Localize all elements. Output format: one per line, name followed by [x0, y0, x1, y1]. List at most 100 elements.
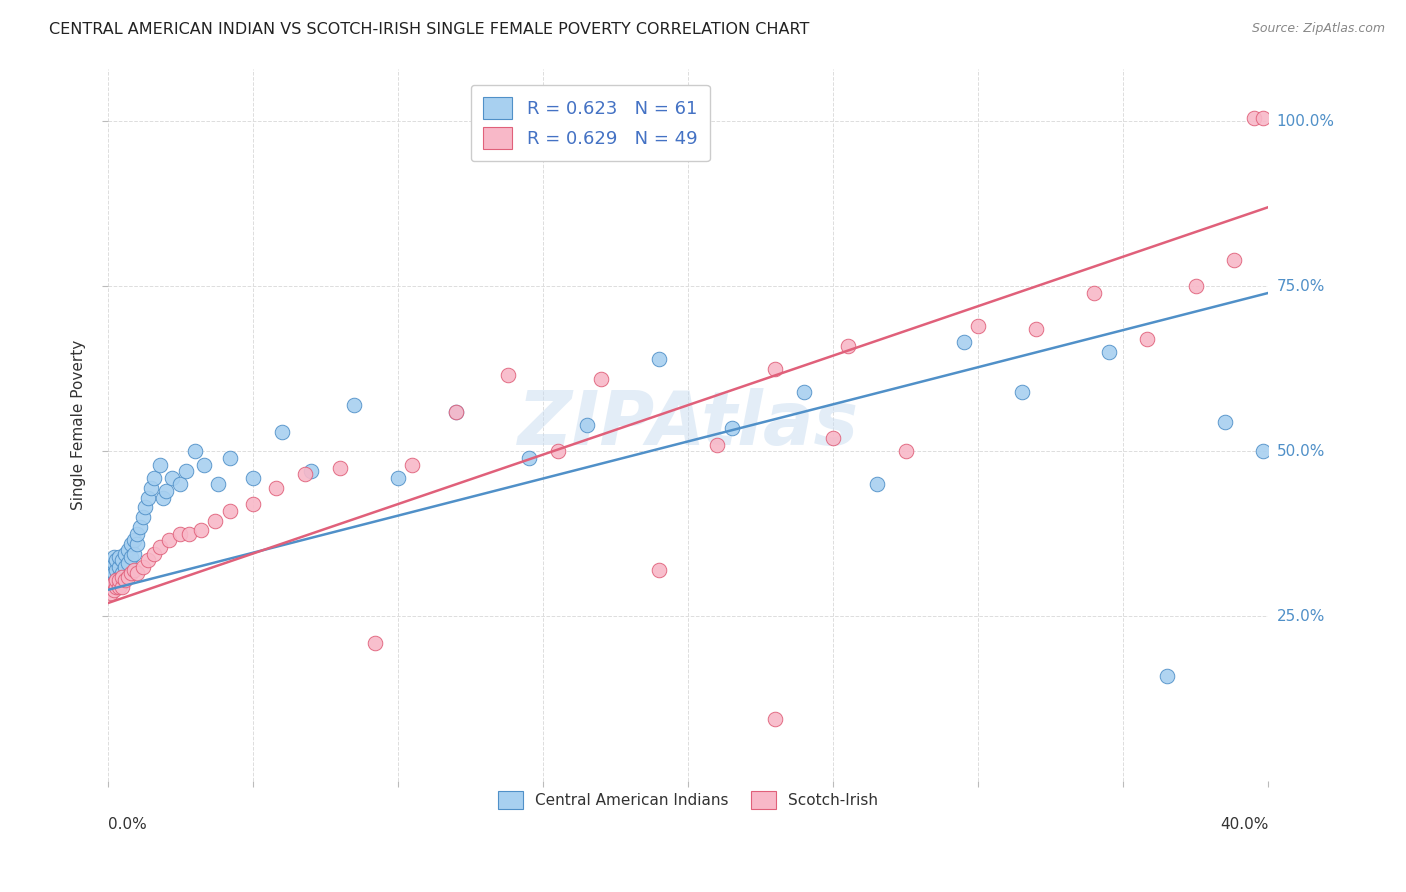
Point [218, 504, 240, 518]
Point [190, 524, 212, 538]
Point [103, 576, 125, 591]
Point [242, 471, 264, 485]
Point [387, 471, 409, 485]
Point [117, 543, 139, 558]
Point [1098, 345, 1121, 359]
Point [108, 559, 131, 574]
Point [103, 549, 125, 564]
Point [108, 549, 131, 564]
Point [1213, 415, 1236, 429]
Point [111, 566, 134, 581]
Point [207, 477, 229, 491]
Point [720, 421, 742, 435]
Point [218, 450, 240, 465]
Point [103, 557, 125, 571]
Point [169, 526, 191, 541]
Point [648, 351, 671, 366]
Text: CENTRAL AMERICAN INDIAN VS SCOTCH-IRISH SINGLE FEMALE POVERTY CORRELATION CHART: CENTRAL AMERICAN INDIAN VS SCOTCH-IRISH … [49, 22, 810, 37]
Point [100, 586, 122, 600]
Point [160, 471, 183, 485]
Point [169, 477, 191, 491]
Point [134, 500, 156, 515]
Point [193, 458, 215, 472]
Text: 75.0%: 75.0% [1277, 279, 1324, 293]
Point [125, 526, 148, 541]
Point [105, 580, 128, 594]
Point [155, 483, 177, 498]
Point [125, 566, 148, 581]
Point [1251, 111, 1274, 125]
Point [496, 368, 519, 383]
Point [204, 514, 226, 528]
Point [1011, 384, 1033, 399]
Point [793, 384, 815, 399]
Point [114, 573, 136, 587]
Point [517, 450, 540, 465]
Point [138, 491, 160, 505]
Point [120, 566, 142, 581]
Text: 50.0%: 50.0% [1277, 444, 1324, 458]
Point [149, 458, 172, 472]
Point [547, 444, 569, 458]
Point [100, 570, 122, 584]
Point [122, 563, 145, 577]
Point [364, 636, 387, 650]
Point [575, 417, 598, 432]
Point [184, 444, 207, 458]
Point [157, 533, 180, 548]
Point [152, 491, 174, 505]
Point [105, 573, 128, 587]
Point [967, 318, 990, 333]
Point [1243, 111, 1265, 125]
Point [264, 481, 287, 495]
Point [117, 557, 139, 571]
Point [329, 460, 352, 475]
Point [105, 563, 128, 577]
Point [114, 547, 136, 561]
Point [589, 372, 612, 386]
Point [763, 361, 786, 376]
Point [648, 563, 671, 577]
Text: 40.0%: 40.0% [1220, 817, 1268, 832]
Point [1025, 322, 1047, 336]
Point [114, 559, 136, 574]
Point [103, 576, 125, 591]
Point [120, 549, 142, 564]
Point [343, 398, 366, 412]
Text: 25.0%: 25.0% [1277, 609, 1324, 624]
Text: 100.0%: 100.0% [1277, 114, 1334, 128]
Point [1083, 285, 1105, 300]
Point [143, 471, 166, 485]
Point [125, 537, 148, 551]
Point [111, 553, 134, 567]
Point [111, 576, 134, 591]
Point [100, 580, 122, 594]
Point [823, 431, 845, 445]
Point [141, 481, 163, 495]
Point [1185, 279, 1208, 293]
Point [120, 537, 142, 551]
Point [108, 573, 131, 587]
Point [100, 563, 122, 577]
Point [122, 533, 145, 548]
Point [105, 573, 128, 587]
Point [706, 438, 728, 452]
Point [952, 335, 974, 350]
Point [1135, 332, 1157, 346]
Point [111, 570, 134, 584]
Point [131, 559, 153, 574]
Point [242, 497, 264, 511]
Point [763, 712, 786, 726]
Point [444, 405, 467, 419]
Point [122, 547, 145, 561]
Point [866, 477, 889, 491]
Text: ZIPAtlas: ZIPAtlas [517, 388, 859, 461]
Point [837, 339, 859, 353]
Y-axis label: Single Female Poverty: Single Female Poverty [72, 340, 86, 510]
Point [138, 553, 160, 567]
Point [270, 425, 292, 439]
Point [1156, 669, 1178, 683]
Point [103, 566, 125, 581]
Point [1251, 444, 1274, 458]
Text: Source: ZipAtlas.com: Source: ZipAtlas.com [1251, 22, 1385, 36]
